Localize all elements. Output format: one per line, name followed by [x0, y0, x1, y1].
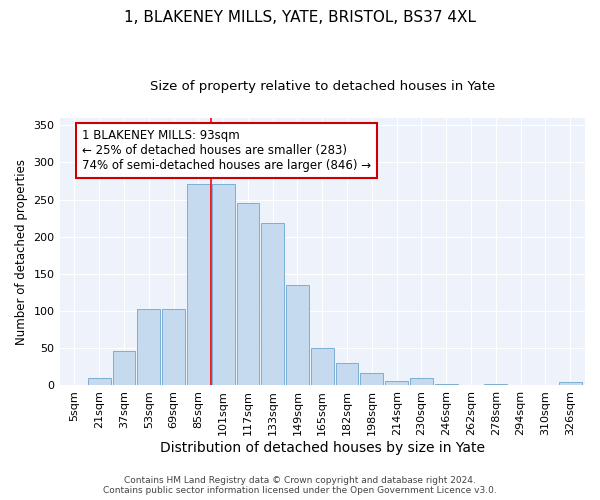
- Bar: [261, 222, 284, 386]
- Bar: [311, 348, 334, 386]
- Bar: [361, 373, 383, 386]
- Title: Size of property relative to detached houses in Yate: Size of property relative to detached ho…: [149, 80, 495, 93]
- Bar: [162, 309, 185, 386]
- Text: 1 BLAKENEY MILLS: 93sqm
← 25% of detached houses are smaller (283)
74% of semi-d: 1 BLAKENEY MILLS: 93sqm ← 25% of detache…: [82, 129, 371, 172]
- Text: 1, BLAKENEY MILLS, YATE, BRISTOL, BS37 4XL: 1, BLAKENEY MILLS, YATE, BRISTOL, BS37 4…: [124, 10, 476, 25]
- Bar: [88, 378, 110, 386]
- X-axis label: Distribution of detached houses by size in Yate: Distribution of detached houses by size …: [160, 441, 485, 455]
- Bar: [212, 184, 235, 386]
- Bar: [410, 378, 433, 386]
- Bar: [187, 184, 210, 386]
- Bar: [335, 363, 358, 386]
- Bar: [385, 381, 408, 386]
- Bar: [484, 384, 507, 386]
- Bar: [236, 204, 259, 386]
- Text: Contains HM Land Registry data © Crown copyright and database right 2024.
Contai: Contains HM Land Registry data © Crown c…: [103, 476, 497, 495]
- Y-axis label: Number of detached properties: Number of detached properties: [15, 158, 28, 344]
- Bar: [559, 382, 581, 386]
- Bar: [113, 352, 136, 386]
- Bar: [286, 285, 309, 386]
- Bar: [137, 309, 160, 386]
- Bar: [435, 384, 458, 386]
